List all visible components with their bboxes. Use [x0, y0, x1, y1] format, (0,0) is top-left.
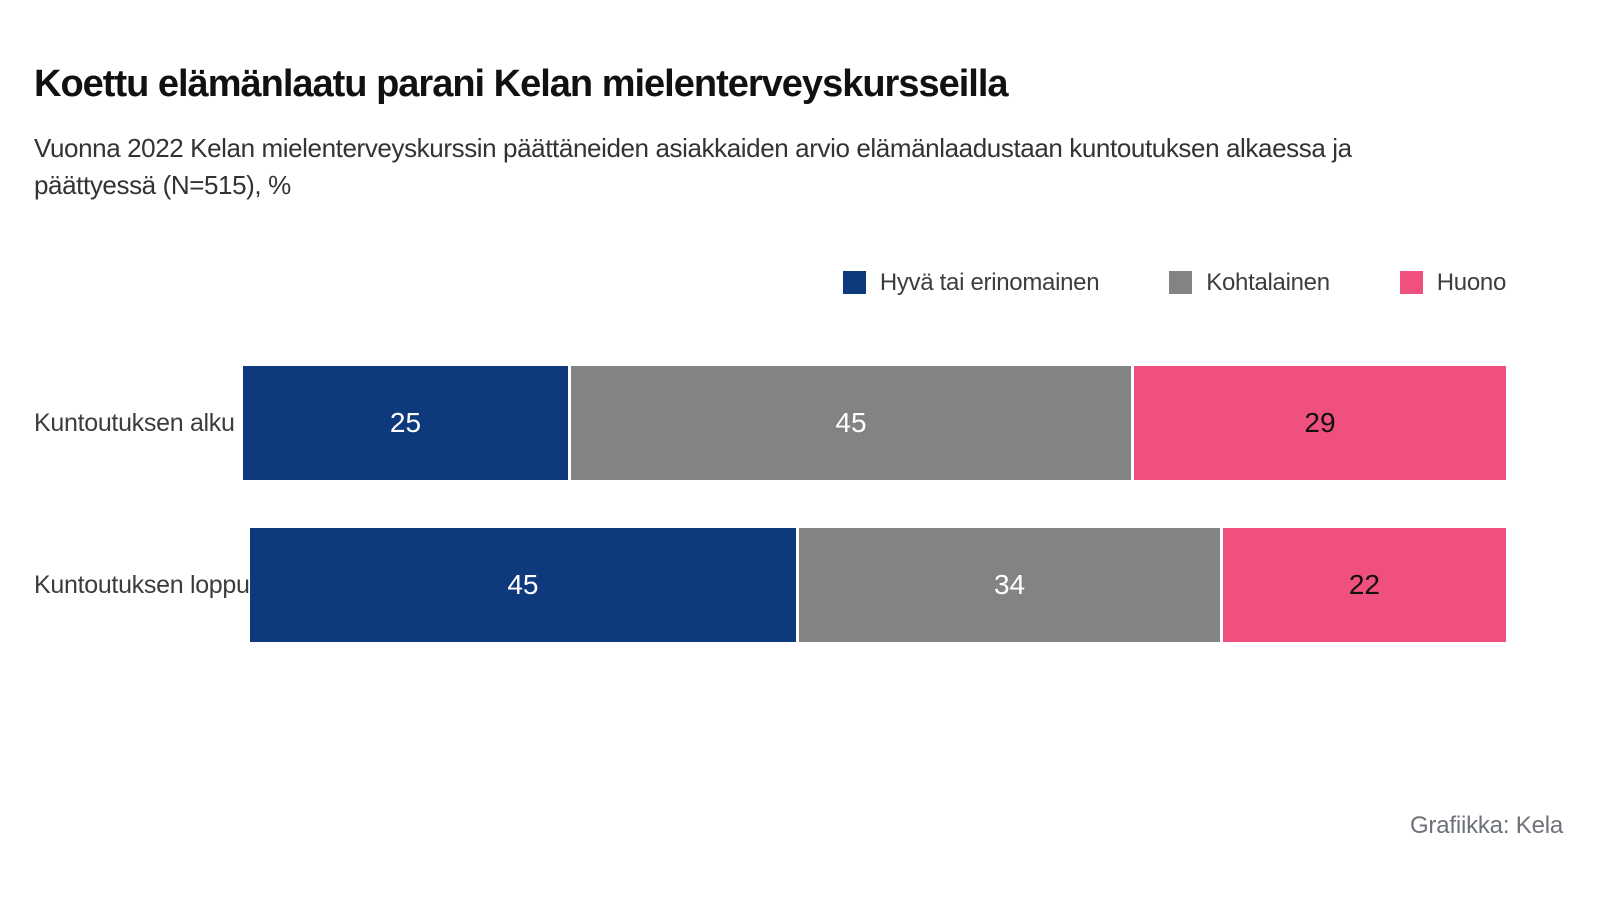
row-label: Kuntoutuksen loppu: [34, 570, 250, 599]
legend-label: Hyvä tai erinomainen: [879, 268, 1100, 296]
bar-segment: 25: [243, 366, 568, 480]
chart-title: Koettu elämänlaatu parani Kelan mielente…: [34, 63, 1009, 105]
bar: 25 45 29: [243, 366, 1506, 480]
credit: Grafiikka: Kela: [1409, 812, 1563, 839]
legend-label: Kohtalainen: [1206, 268, 1330, 296]
bar: 45 34 22: [249, 528, 1506, 642]
legend-label: Huono: [1436, 268, 1507, 296]
legend-item-kohtalainen: Kohtalainen: [1169, 268, 1330, 297]
chart-subtitle: Vuonna 2022 Kelan mielenterveyskurssin p…: [34, 130, 1563, 204]
bar-row: Kuntoutuksen loppu 45 34 22: [0, 528, 1506, 642]
bar-segment: 45: [249, 528, 797, 642]
legend-item-huono: Huono: [1399, 268, 1507, 297]
chart-subtitle-line-1: Vuonna 2022 Kelan mielenterveyskurssin p…: [34, 133, 1352, 163]
bar-segment: 29: [1134, 366, 1506, 480]
row-label: Kuntoutuksen alku: [34, 408, 235, 437]
bar-segment: 34: [799, 528, 1220, 642]
legend: Hyvä tai erinomainen Kohtalainen Huono: [34, 268, 1506, 297]
legend-item-hyva-tai-erinomainen: Hyvä tai erinomainen: [842, 268, 1100, 297]
chart-subtitle-line-2: päättyessä (N=515), %: [34, 170, 291, 200]
legend-swatch-pink-icon: [1399, 271, 1423, 294]
bar-segment: 22: [1222, 528, 1506, 642]
stacked-bar-chart: Kuntoutuksen alku 25 45 29 Kuntoutuksen lopp…: [0, 366, 1506, 642]
legend-swatch-blue-icon: [842, 271, 866, 294]
bar-segment: 45: [570, 366, 1132, 480]
legend-swatch-gray-icon: [1169, 271, 1193, 294]
bar-row: Kuntoutuksen alku 25 45 29: [0, 366, 1506, 480]
